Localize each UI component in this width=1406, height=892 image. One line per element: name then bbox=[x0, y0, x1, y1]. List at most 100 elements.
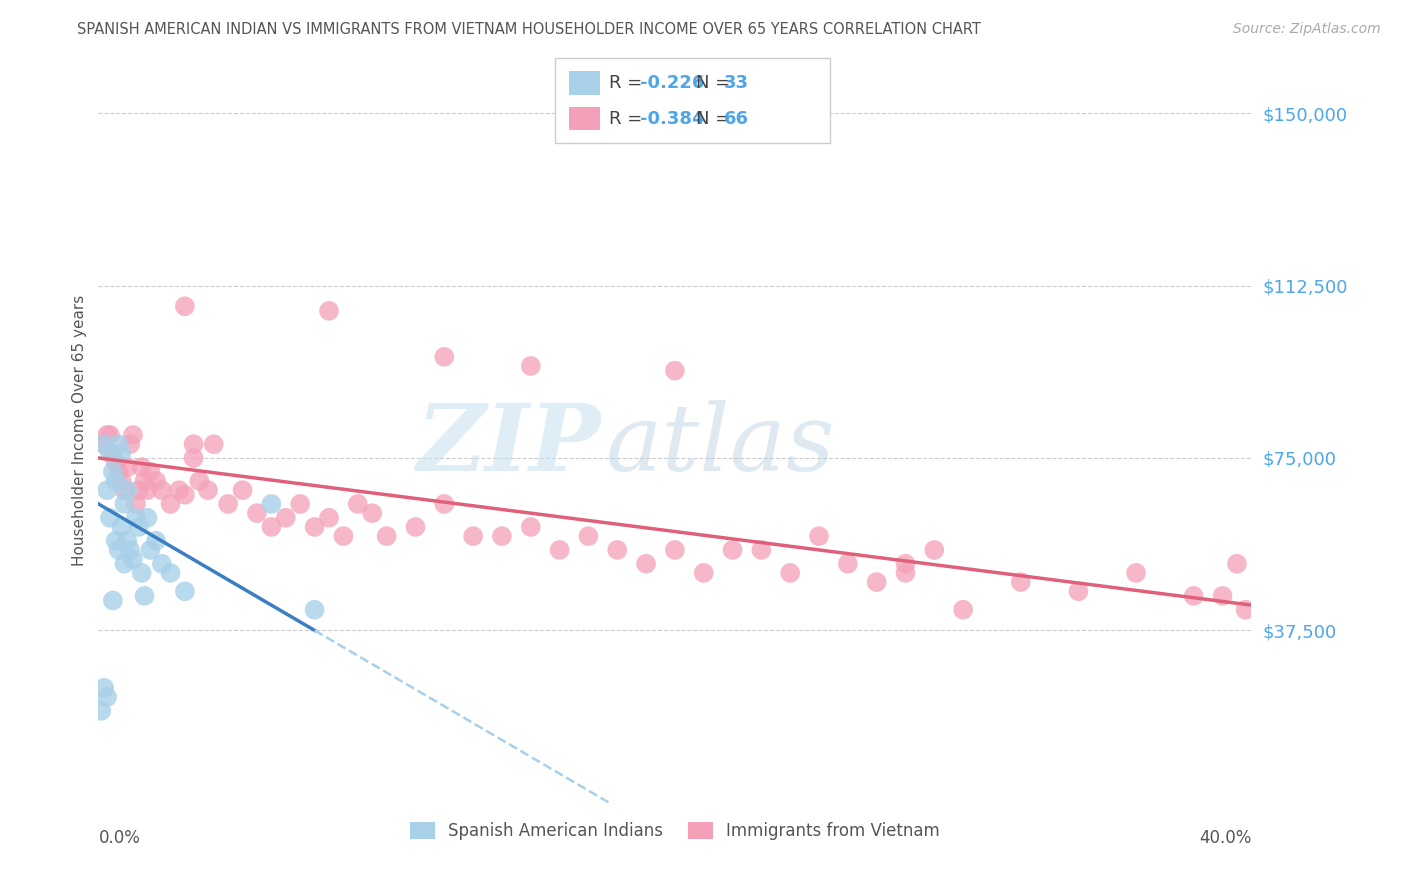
Point bbox=[104, 474, 127, 488]
Text: SPANISH AMERICAN INDIAN VS IMMIGRANTS FROM VIETNAM HOUSEHOLDER INCOME OVER 65 YE: SPANISH AMERICAN INDIAN VS IMMIGRANTS FR… bbox=[77, 22, 981, 37]
Point bbox=[837, 557, 859, 571]
Point bbox=[112, 483, 135, 498]
Point bbox=[96, 690, 118, 704]
Point bbox=[664, 543, 686, 558]
Point bbox=[664, 363, 686, 377]
Point bbox=[1234, 603, 1257, 617]
Point bbox=[520, 520, 543, 534]
Point bbox=[520, 359, 543, 373]
Point bbox=[98, 510, 121, 524]
Point bbox=[183, 450, 205, 465]
Point bbox=[125, 510, 148, 524]
Point bbox=[101, 446, 124, 460]
Point bbox=[150, 483, 173, 498]
Legend: Spanish American Indians, Immigrants from Vietnam: Spanish American Indians, Immigrants fro… bbox=[404, 815, 946, 847]
Point bbox=[93, 437, 115, 451]
Point bbox=[693, 566, 716, 580]
Point bbox=[304, 603, 326, 617]
Text: atlas: atlas bbox=[606, 401, 835, 491]
Point bbox=[202, 437, 225, 451]
Point bbox=[117, 533, 139, 548]
Text: 40.0%: 40.0% bbox=[1199, 829, 1251, 847]
Point bbox=[924, 543, 946, 558]
Point bbox=[318, 303, 340, 318]
Point bbox=[721, 543, 744, 558]
Point bbox=[332, 529, 354, 543]
Point bbox=[231, 483, 254, 498]
Point bbox=[98, 428, 121, 442]
Point bbox=[159, 497, 181, 511]
Point bbox=[361, 506, 384, 520]
Point bbox=[246, 506, 269, 520]
Point bbox=[122, 428, 145, 442]
Point bbox=[128, 483, 150, 498]
Point bbox=[112, 557, 135, 571]
Point bbox=[894, 557, 917, 571]
Point bbox=[107, 437, 129, 451]
Point bbox=[131, 460, 153, 475]
Point bbox=[1226, 557, 1249, 571]
Text: N =: N = bbox=[696, 110, 735, 128]
Point bbox=[134, 474, 156, 488]
Point bbox=[290, 497, 312, 511]
Point bbox=[101, 593, 124, 607]
Point bbox=[122, 552, 145, 566]
Text: R =: R = bbox=[609, 110, 648, 128]
Point bbox=[779, 566, 801, 580]
Point bbox=[136, 510, 159, 524]
Point bbox=[751, 543, 773, 558]
Point bbox=[274, 510, 297, 524]
Text: 0.0%: 0.0% bbox=[98, 829, 141, 847]
Point bbox=[107, 465, 129, 479]
Point bbox=[894, 566, 917, 580]
Text: 33: 33 bbox=[724, 74, 749, 92]
Point bbox=[159, 566, 181, 580]
Point bbox=[1212, 589, 1234, 603]
Point bbox=[375, 529, 398, 543]
Point bbox=[346, 497, 368, 511]
Point bbox=[866, 575, 889, 590]
Point bbox=[174, 299, 197, 313]
Point bbox=[1125, 566, 1147, 580]
Point bbox=[134, 589, 156, 603]
Point bbox=[183, 437, 205, 451]
Point bbox=[145, 474, 167, 488]
Point bbox=[139, 543, 162, 558]
Point bbox=[117, 460, 139, 475]
Point bbox=[636, 557, 658, 571]
Point bbox=[120, 543, 142, 558]
Point bbox=[433, 350, 456, 364]
Point bbox=[491, 529, 513, 543]
Point bbox=[145, 533, 167, 548]
Text: Source: ZipAtlas.com: Source: ZipAtlas.com bbox=[1233, 22, 1381, 37]
Point bbox=[260, 520, 283, 534]
Point bbox=[1182, 589, 1205, 603]
Point bbox=[110, 446, 132, 460]
Point bbox=[260, 497, 283, 511]
Point bbox=[167, 483, 190, 498]
Point bbox=[104, 456, 127, 470]
Point bbox=[606, 543, 628, 558]
Point bbox=[98, 446, 121, 460]
Point bbox=[952, 603, 974, 617]
Text: -0.226: -0.226 bbox=[640, 74, 704, 92]
Point bbox=[217, 497, 239, 511]
Point bbox=[107, 543, 129, 558]
Point bbox=[93, 681, 115, 695]
Point bbox=[808, 529, 831, 543]
Text: R =: R = bbox=[609, 74, 648, 92]
Point bbox=[96, 428, 118, 442]
Point bbox=[174, 488, 197, 502]
Point bbox=[90, 704, 112, 718]
Point bbox=[150, 557, 173, 571]
Point bbox=[117, 483, 139, 498]
Point bbox=[96, 483, 118, 498]
Text: 66: 66 bbox=[724, 110, 749, 128]
Point bbox=[405, 520, 427, 534]
Point bbox=[578, 529, 600, 543]
Point bbox=[101, 465, 124, 479]
Text: N =: N = bbox=[696, 74, 735, 92]
Point bbox=[120, 437, 142, 451]
Point bbox=[139, 465, 162, 479]
Point bbox=[197, 483, 219, 498]
